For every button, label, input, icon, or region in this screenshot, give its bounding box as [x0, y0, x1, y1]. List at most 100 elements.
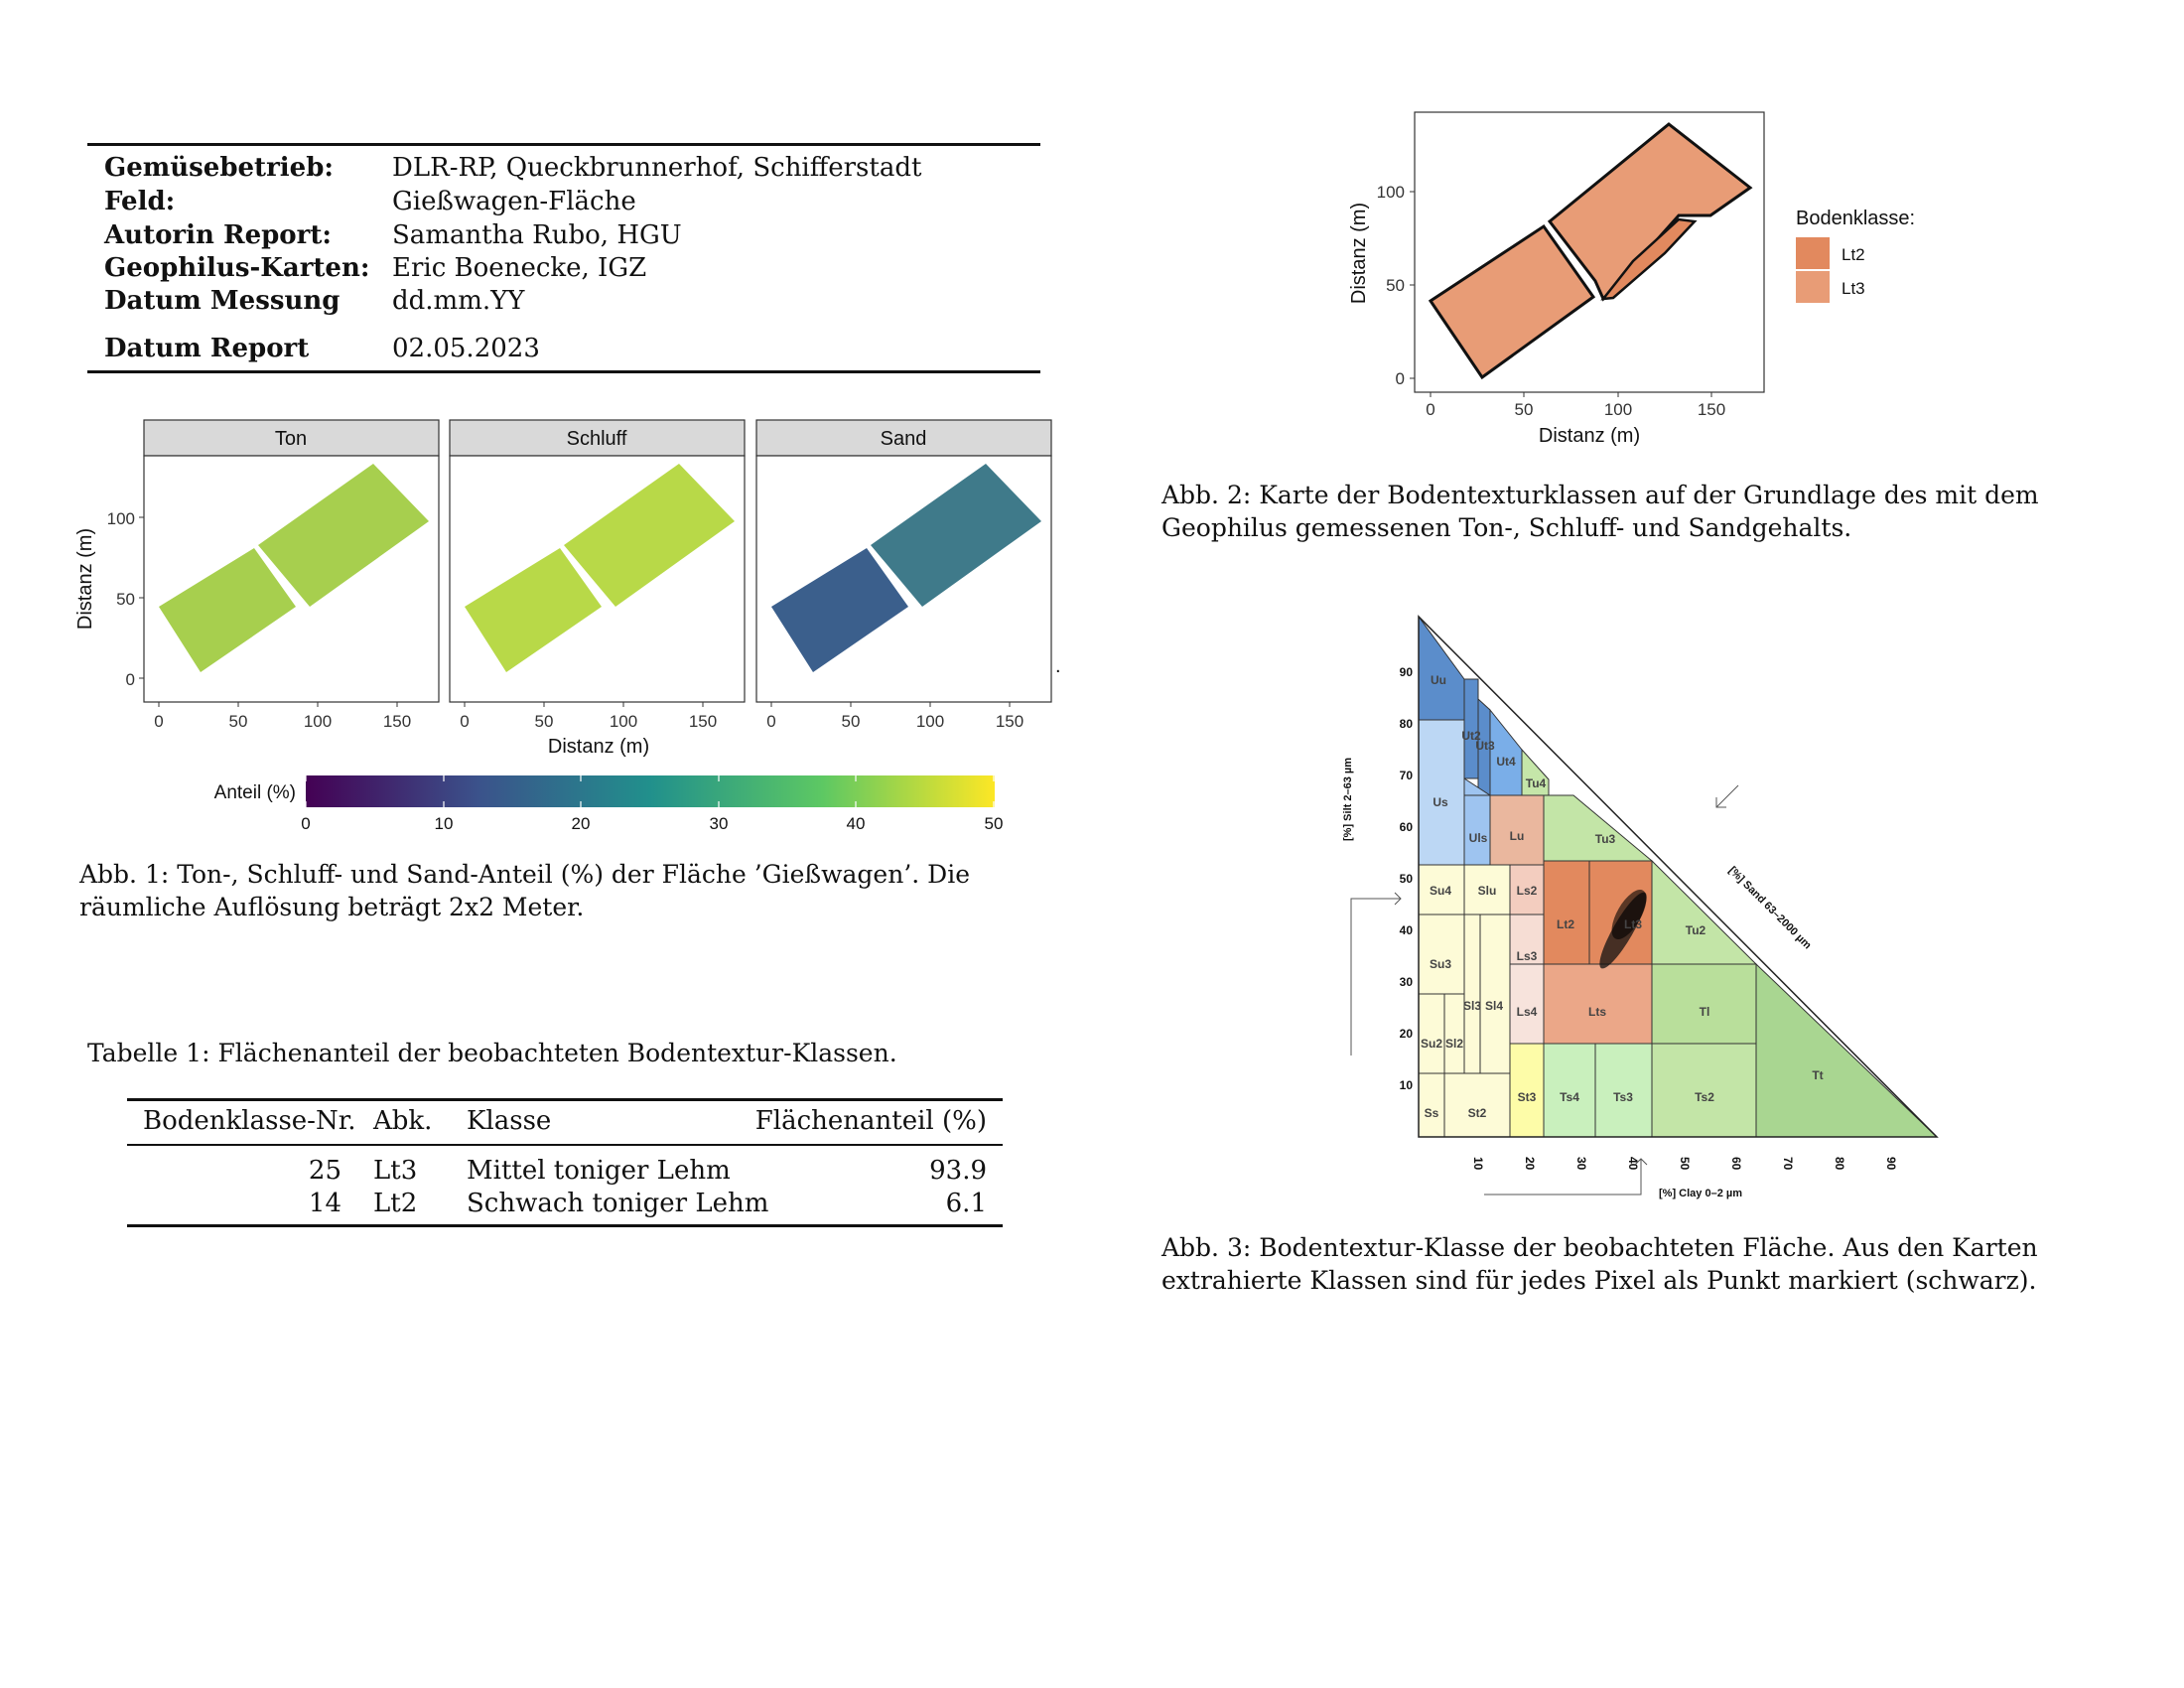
x-tick-label: 100: [1604, 400, 1632, 419]
fig1-colorbar: Anteil (%) 0 10 20 30 40 50: [214, 775, 1003, 833]
meta-key: Geophilus-Karten:: [104, 253, 370, 283]
field-west: [465, 548, 602, 672]
class-label: St3: [1518, 1090, 1537, 1104]
x-tick-label: 40: [1626, 1157, 1640, 1171]
figure-1: Ton Schluff Sand . 0 50 100 Distanz (m) …: [74, 419, 1061, 833]
observed-points: [1599, 890, 1647, 969]
x-tick-label: 150: [996, 712, 1024, 731]
table-row: 25 Lt3 Mittel toniger Lehm 93.9: [127, 1154, 1003, 1188]
y-axis-label: Distanz (m): [74, 528, 96, 630]
x-tick-label: 50: [842, 712, 861, 731]
lt3-field-west: [1428, 223, 1596, 380]
table-cell: Schwach toniger Lehm: [467, 1189, 769, 1218]
x-tick-label: 50: [229, 712, 248, 731]
x-tick-label: 10: [1471, 1157, 1485, 1171]
x-tick-label: 50: [1678, 1157, 1692, 1171]
class-label: Ts2: [1695, 1090, 1714, 1104]
x-tick-label: 0: [460, 712, 469, 731]
x-tick-label: 150: [1698, 400, 1725, 419]
x-tick-label: 0: [1426, 400, 1434, 419]
fig1-y-axis: 0 50 100 Distanz (m): [74, 509, 144, 689]
guide-arrows: [1350, 784, 1739, 1196]
colorbar-tick: 20: [572, 814, 591, 833]
class-label: Sl3: [1463, 999, 1481, 1013]
table-cell: Mittel toniger Lehm: [467, 1156, 731, 1186]
lt3-field-east: [1547, 122, 1753, 302]
y-tick-label: 0: [1396, 369, 1405, 388]
class-label: Uu: [1431, 673, 1446, 687]
x-tick-label: 100: [610, 712, 637, 731]
table-bottom-rule: [127, 1224, 1003, 1227]
x-tick-label: 150: [383, 712, 411, 731]
x-tick-label: 80: [1833, 1157, 1846, 1171]
facet-label-ton: Ton: [275, 428, 307, 450]
meta-key: Autorin Report:: [104, 220, 332, 250]
y-tick-label: 50: [116, 590, 135, 609]
class-label: Ut4: [1496, 755, 1516, 769]
y-tick-label: 0: [126, 670, 135, 689]
y-tick-label: 50: [1386, 276, 1405, 295]
fig1-x-axis: 0 50 100 150 0 50 100 150 0 50 100 150 D…: [154, 702, 1024, 758]
y-tick-label: 50: [1400, 872, 1414, 886]
field-east: [564, 464, 735, 607]
y-tick-label: 80: [1400, 717, 1414, 731]
y-tick-label: 90: [1400, 665, 1414, 679]
table-cell: 14: [308, 1189, 341, 1218]
class-label: Ls3: [1517, 949, 1538, 963]
class-label: Lt2: [1557, 917, 1574, 931]
meta-value: Gießwagen-Fläche: [392, 187, 636, 216]
table-cell: 93.9: [929, 1156, 987, 1186]
x-axis-label: Distanz (m): [1539, 425, 1640, 447]
meta-value: DLR-RP, Queckbrunnerhof, Schifferstadt: [392, 153, 922, 183]
table-mid-rule: [127, 1144, 1003, 1146]
class-label: Ut3: [1475, 739, 1495, 753]
meta-key: Datum Messung: [104, 286, 341, 316]
meta-key: Feld:: [104, 187, 176, 216]
field-west: [771, 548, 908, 672]
table-header-row: Bodenklasse-Nr. Abk. Klasse Flächenantei…: [127, 1104, 1003, 1138]
table-row: 14 Lt2 Schwach toniger Lehm 6.1: [127, 1187, 1003, 1220]
class-label: Tu2: [1686, 923, 1706, 937]
x-tick-label: 50: [1515, 400, 1534, 419]
silt-axis-label: [%] Silt 2–63 µm: [1342, 758, 1354, 841]
lt2-strip: [1600, 217, 1698, 301]
colorbar-tick: 30: [710, 814, 729, 833]
y-tick-label: 70: [1400, 769, 1414, 782]
class-label: Us: [1433, 795, 1448, 809]
field-east: [871, 464, 1041, 607]
y-tick-label: 100: [107, 509, 135, 528]
class-label: Lts: [1588, 1005, 1606, 1019]
facet-label-schluff: Schluff: [567, 428, 627, 450]
y-tick-label: 40: [1400, 923, 1414, 937]
figure-3-caption: Abb. 3: Bodentextur-Klasse der beobachte…: [1161, 1233, 2038, 1295]
x-tick-label: 70: [1781, 1157, 1795, 1171]
meta-value: dd.mm.YY: [392, 286, 525, 316]
x-tick-label: 150: [689, 712, 717, 731]
class-label: Ut2: [1461, 729, 1481, 743]
field-west: [159, 548, 296, 672]
table-header: Klasse: [467, 1106, 552, 1136]
x-tick-label: 0: [766, 712, 775, 731]
legend-label: Lt2: [1842, 245, 1865, 264]
class-label: Su2: [1421, 1037, 1442, 1051]
colorbar-tick: 0: [301, 814, 310, 833]
x-tick-label: 20: [1523, 1157, 1537, 1171]
fig3-y-ticks: 10 20 30 40 50 60 70 80 90: [1400, 665, 1414, 1092]
figure-2: 0 50 100 Distanz (m) 0 50 100 150 Distan…: [1348, 111, 1915, 447]
class-label: Ts4: [1560, 1090, 1579, 1104]
x-tick-label: 100: [304, 712, 332, 731]
class-label: Tt: [1812, 1068, 1823, 1082]
table-cell: 25: [308, 1156, 341, 1186]
table-cell: 6.1: [945, 1189, 987, 1218]
figure-1-caption: Abb. 1: Ton-, Schluff- und Sand-Anteil (…: [79, 860, 970, 921]
x-tick-label: 100: [916, 712, 944, 731]
class-labels: Uu Ut2 Ut3 Ut4 Tu4 Us Uls Lu Tu3 Su4 Slu…: [1421, 673, 1824, 1120]
meta-key: Datum Report: [104, 334, 310, 363]
meta-value: 02.05.2023: [392, 334, 540, 363]
fig3-x-ticks: 10 20 30 40 50 60 70 80 90: [1471, 1157, 1898, 1171]
y-tick-label: 30: [1400, 975, 1414, 989]
class-label: Lt3: [1624, 917, 1642, 931]
clay-axis-label: [%] Clay 0–2 µm: [1659, 1188, 1742, 1199]
colorbar-title: Anteil (%): [214, 782, 296, 803]
table-header: Bodenklasse-Nr.: [143, 1106, 356, 1136]
